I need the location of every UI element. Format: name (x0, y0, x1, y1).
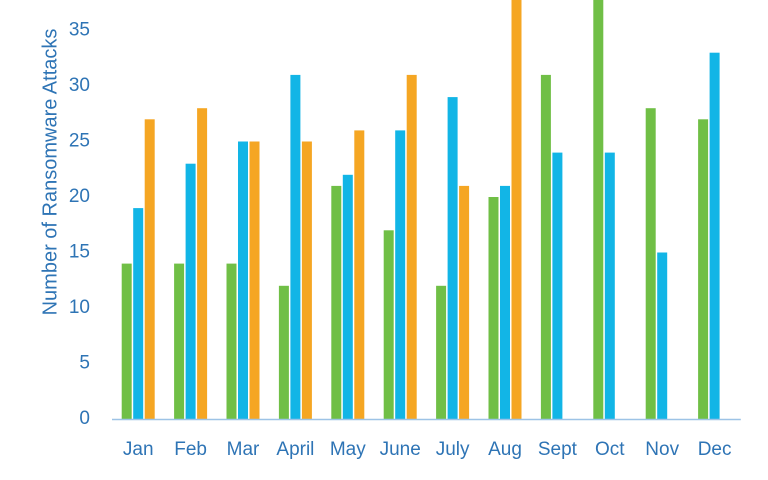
x-tick-label: Dec (698, 439, 732, 460)
bar (447, 97, 458, 419)
y-axis-title: Number of Ransomware Attacks (39, 29, 61, 316)
bar-series-group (121, 0, 720, 420)
x-tick-labels: Jan Feb Mar April May June July Aug Sept Oct Nov De… (123, 439, 732, 460)
x-tick-label: Aug (488, 439, 522, 460)
bar (511, 0, 522, 419)
bar (226, 263, 237, 419)
y-tick-label: 0 (79, 408, 90, 429)
bar (354, 130, 365, 419)
bar (698, 119, 709, 420)
x-tick-label: Oct (595, 439, 625, 460)
bar (144, 119, 155, 420)
bar (133, 208, 144, 419)
bar (436, 285, 447, 419)
x-tick-label: Jan (123, 439, 154, 460)
bar (278, 285, 289, 419)
bar (500, 185, 510, 419)
x-tick-label: Mar (227, 439, 260, 460)
bar (488, 197, 499, 419)
bar (604, 152, 615, 419)
bar (121, 263, 132, 419)
x-tick-label: April (276, 439, 314, 460)
y-tick-label: 20 (69, 186, 90, 207)
y-tick-label: 25 (69, 131, 90, 152)
bar (238, 141, 248, 419)
x-tick-label: June (380, 439, 421, 460)
bar (657, 252, 668, 419)
y-tick-label: 10 (69, 297, 90, 318)
bar (406, 74, 417, 420)
x-tick-label: Nov (645, 439, 679, 460)
bar (552, 152, 563, 419)
y-tick-label: 5 (79, 353, 90, 374)
x-tick-label: July (436, 439, 470, 460)
y-tick-labels: 0 5 10 15 20 25 30 35 (69, 20, 90, 430)
bar (185, 163, 196, 419)
bar (197, 108, 208, 419)
bar (459, 185, 470, 419)
y-tick-label: 30 (69, 75, 90, 96)
y-tick-label: 35 (69, 20, 90, 41)
bar (395, 130, 406, 419)
bar (301, 141, 312, 419)
x-tick-label: May (330, 439, 366, 460)
bar (342, 174, 353, 419)
bar (383, 230, 394, 419)
y-tick-label: 15 (69, 242, 90, 263)
bar (249, 141, 260, 419)
bar (290, 74, 301, 420)
bar (331, 185, 342, 419)
bar (174, 263, 185, 419)
x-tick-label: Sept (538, 439, 578, 460)
bar (593, 0, 604, 419)
x-tick-label: Feb (174, 439, 207, 460)
bar (540, 74, 551, 420)
bar (709, 52, 720, 419)
bar (645, 108, 656, 419)
